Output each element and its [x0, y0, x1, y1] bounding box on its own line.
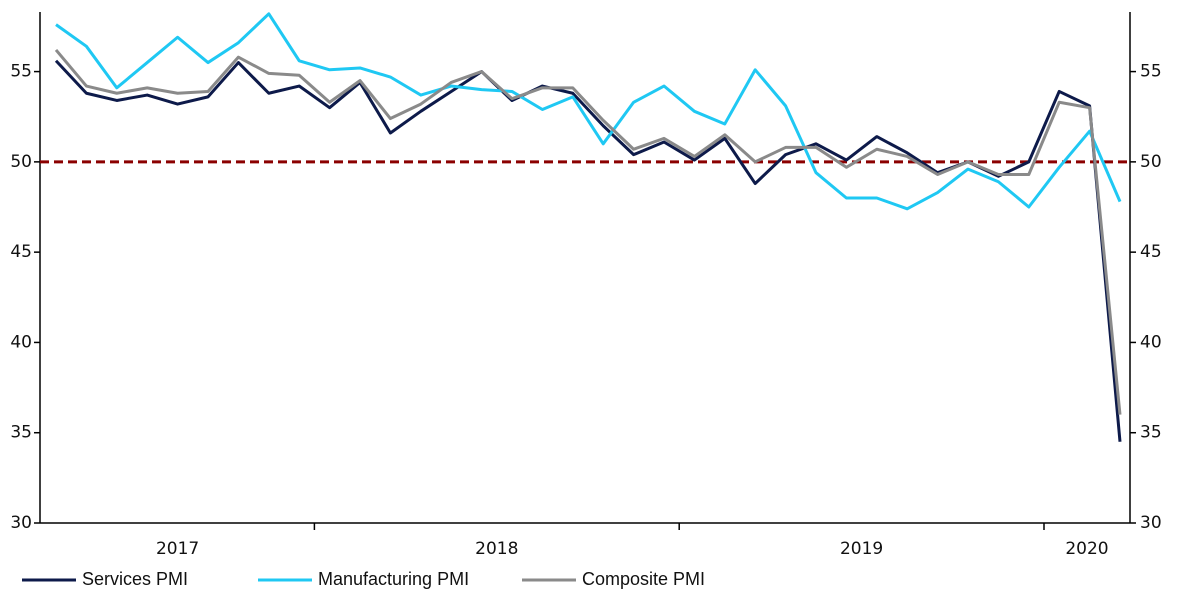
- y-tick-label: 55: [10, 62, 32, 82]
- y-tick-label: 30: [10, 513, 32, 533]
- y2-tick-label: 55: [1140, 62, 1162, 82]
- x-group-label: 2020: [1065, 539, 1108, 559]
- legend-label: Manufacturing PMI: [318, 569, 469, 589]
- x-group-label: 2019: [840, 539, 883, 559]
- y-tick-label: 40: [10, 332, 32, 352]
- y-tick-label: 50: [10, 152, 32, 172]
- y-tick-label: 45: [10, 242, 32, 262]
- y2-tick-label: 45: [1140, 242, 1162, 262]
- x-group-label: 2018: [475, 539, 518, 559]
- y2-tick-label: 35: [1140, 423, 1162, 443]
- legend-label: Composite PMI: [582, 569, 705, 589]
- y2-tick-label: 40: [1140, 332, 1162, 352]
- x-group-label: 2017: [156, 539, 199, 559]
- y-tick-label: 35: [10, 423, 32, 443]
- series-line: [54, 48, 1122, 415]
- y2-tick-label: 30: [1140, 513, 1162, 533]
- legend-label: Services PMI: [82, 569, 188, 589]
- y2-tick-label: 50: [1140, 152, 1162, 172]
- series-line: [55, 12, 1122, 211]
